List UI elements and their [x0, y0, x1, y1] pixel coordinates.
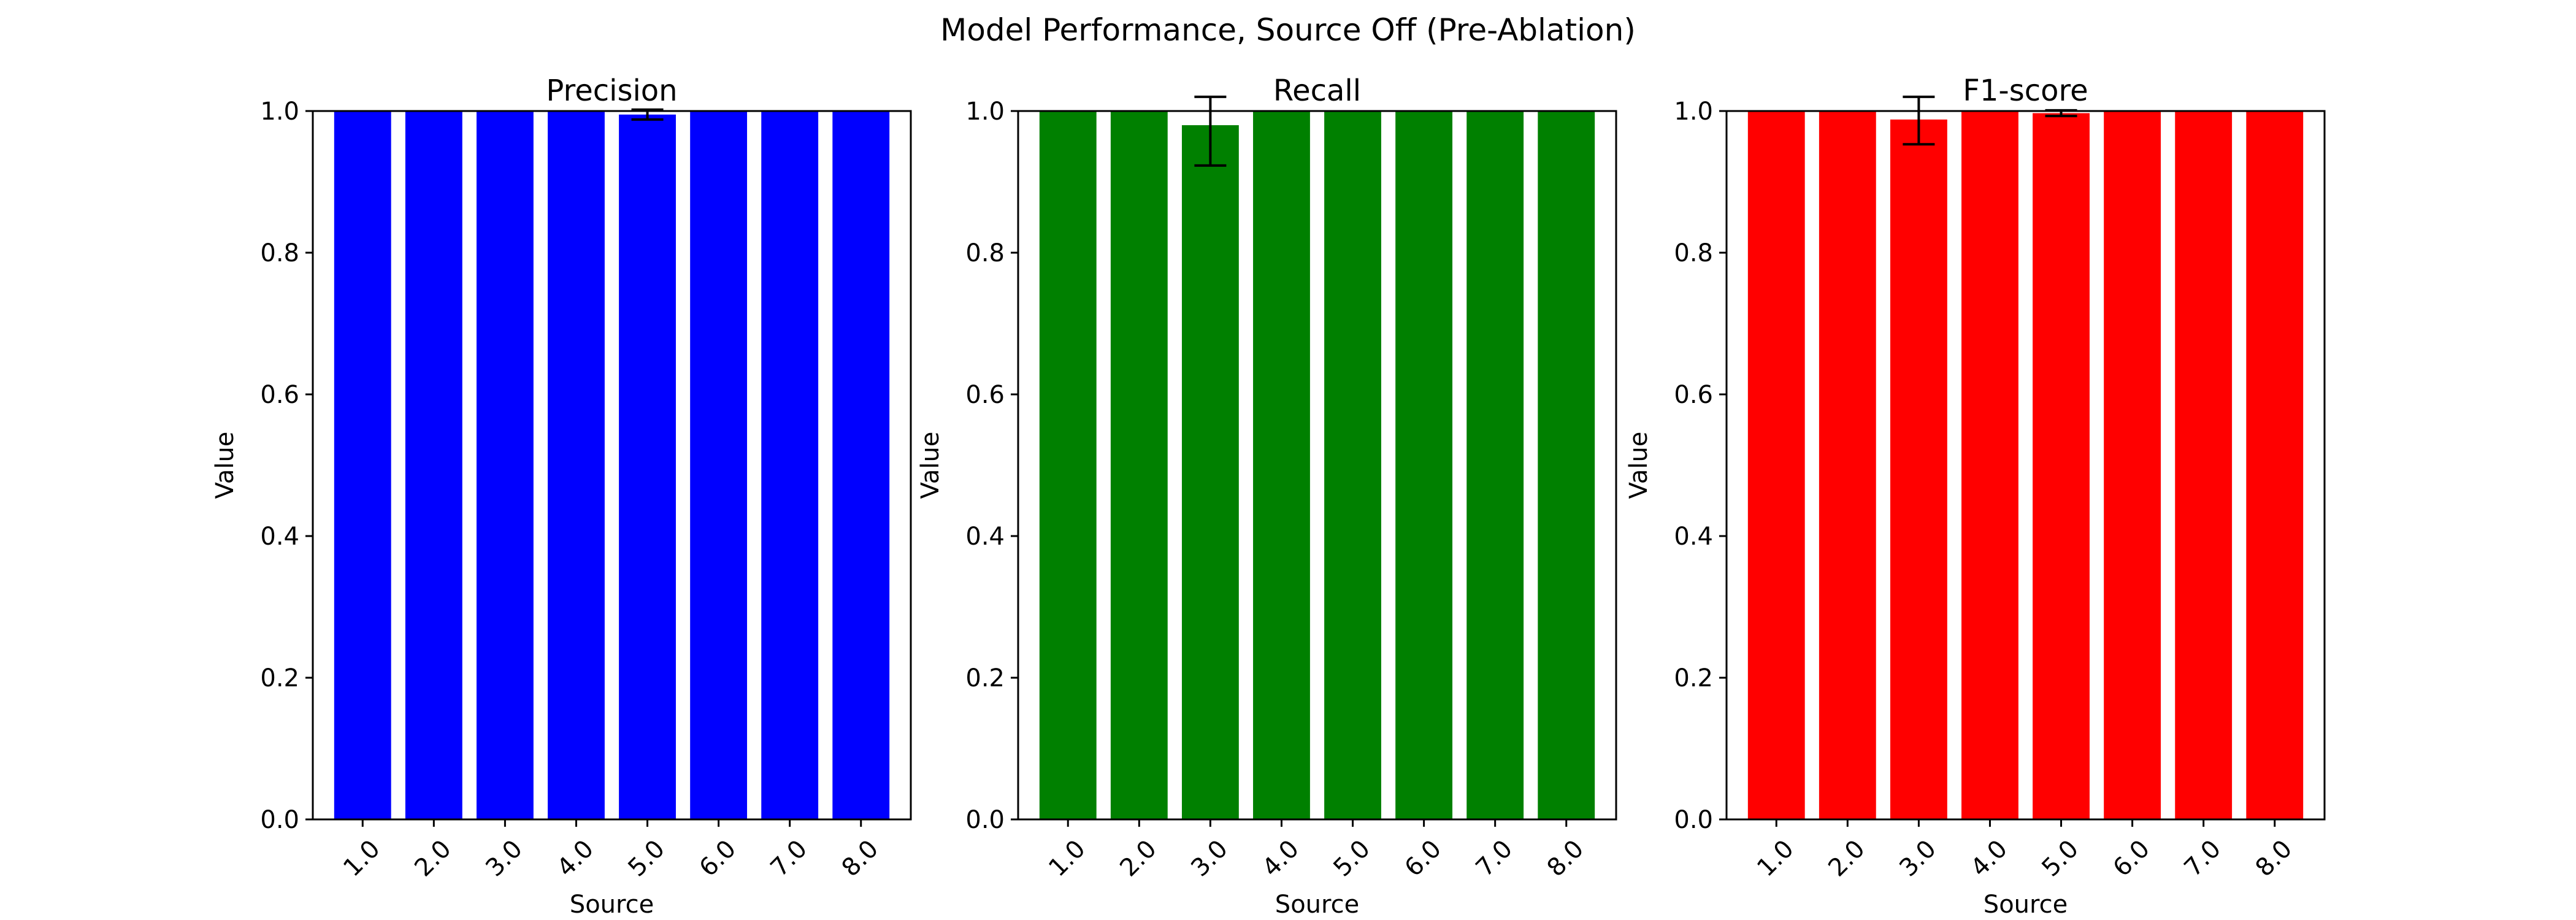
axes-frame [312, 110, 912, 821]
y-tick-label: 0.2 [1674, 664, 1713, 692]
x-tick-label: 5.0 [1328, 835, 1376, 883]
bar [2104, 111, 2161, 819]
y-tick-label: 0.0 [260, 806, 299, 834]
x-tick-label: 2.0 [409, 835, 457, 883]
x-tick-label: 3.0 [480, 835, 528, 883]
bar [1819, 111, 1876, 819]
x-tick-label: 4.0 [1965, 835, 2013, 883]
axes-title: Precision [546, 74, 677, 108]
y-tick-label: 0.2 [965, 664, 1005, 692]
x-tick-label: 8.0 [2250, 835, 2298, 883]
x-tick-label: 8.0 [837, 835, 884, 883]
bar [548, 111, 605, 819]
y-axis-label: Value [916, 432, 945, 499]
bar [1747, 111, 1805, 819]
y-tick-label: 0.4 [260, 523, 299, 551]
y-tick-label: 1.0 [1674, 98, 1713, 126]
y-tick-label: 0.8 [1674, 239, 1713, 267]
bar [1181, 125, 1239, 820]
x-tick-label: 4.0 [551, 835, 599, 883]
bar [1961, 111, 2018, 819]
x-tick-label: 3.0 [1894, 835, 1942, 883]
axes-title: Recall [1273, 74, 1361, 108]
bar [476, 111, 534, 819]
y-tick-label: 0.0 [965, 806, 1005, 834]
y-axis-label: Value [211, 432, 239, 499]
x-tick-label: 1.0 [338, 835, 386, 883]
axes-frame [1725, 110, 2326, 821]
y-tick-label: 0.6 [260, 381, 299, 409]
chart-panel-1: 0.0 0.2 0.4 0.6 0.8 1.0 1.0 2.0 3.0 4.0 5.0 6.0 7.0 8… [211, 74, 912, 919]
y-tick-label: 0.8 [260, 239, 299, 267]
bar [1324, 111, 1381, 819]
y-tick-label: 1.0 [965, 98, 1005, 126]
bar [405, 111, 462, 819]
y-tick-label: 0.6 [965, 381, 1005, 409]
y-tick-label: 0.4 [965, 523, 1005, 551]
bar [1110, 111, 1168, 819]
x-tick-label: 6.0 [1400, 835, 1447, 883]
bar [2246, 111, 2304, 819]
x-tick-label: 6.0 [694, 835, 742, 883]
bar [619, 114, 676, 819]
x-tick-label: 5.0 [623, 835, 670, 883]
y-tick-label: 0.6 [1674, 381, 1713, 409]
x-axis-label: Source [570, 891, 654, 919]
axes-title: F1-score [1963, 74, 2088, 108]
bar [1890, 119, 1947, 820]
x-tick-label: 6.0 [2108, 835, 2156, 883]
bar [761, 111, 819, 819]
x-axis-label: Source [1984, 891, 2068, 919]
x-tick-label: 2.0 [1823, 835, 1871, 883]
x-tick-label: 8.0 [1542, 835, 1590, 883]
y-tick-label: 0.4 [1674, 523, 1713, 551]
bar [1253, 111, 1310, 819]
x-tick-label: 5.0 [2036, 835, 2084, 883]
y-tick-label: 1.0 [260, 98, 299, 126]
x-tick-label: 7.0 [1471, 835, 1519, 883]
bar [832, 111, 890, 819]
x-tick-label: 7.0 [765, 835, 813, 883]
x-tick-label: 1.0 [1752, 835, 1800, 883]
bar [2175, 111, 2233, 819]
bar [1039, 111, 1097, 819]
x-tick-label: 1.0 [1043, 835, 1091, 883]
bar [1395, 111, 1453, 819]
bar [2033, 113, 2090, 820]
bar [1466, 111, 1524, 819]
bar [690, 111, 748, 819]
y-tick-label: 0.8 [965, 239, 1005, 267]
x-axis-label: Source [1275, 891, 1359, 919]
y-axis-label: Value [1625, 432, 1653, 499]
bar [1538, 111, 1595, 819]
x-tick-label: 7.0 [2179, 835, 2227, 883]
y-tick-label: 0.2 [260, 664, 299, 692]
chart-panel-3: 0.0 0.2 0.4 0.6 0.8 1.0 1.0 2.0 3.0 4.0 5.0 6.0 7.0 8… [1625, 74, 2326, 919]
figure-title: Model Performance, Source Off (Pre-Ablat… [940, 12, 1636, 48]
chart-panel-2: 0.0 0.2 0.4 0.6 0.8 1.0 1.0 2.0 3.0 4.0 5.0 6.0 7.0 8… [916, 74, 1617, 919]
bar [334, 111, 391, 819]
x-tick-label: 4.0 [1257, 835, 1305, 883]
x-tick-label: 2.0 [1114, 835, 1162, 883]
axes-frame [1017, 110, 1617, 821]
y-tick-label: 0.0 [1674, 806, 1713, 834]
x-tick-label: 3.0 [1186, 835, 1233, 883]
